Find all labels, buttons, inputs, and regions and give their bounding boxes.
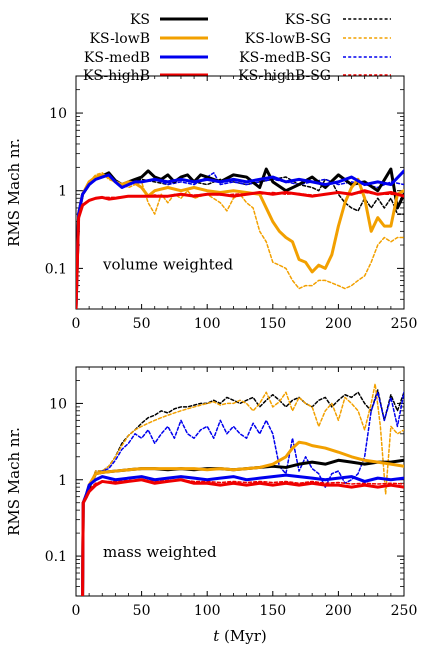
legend-label-ks-lowb: KS-lowB bbox=[90, 31, 150, 47]
series-line-ks-highb bbox=[76, 189, 404, 309]
x-tick-label: 0 bbox=[72, 603, 81, 619]
legend-label-ks-sg: KS-SG bbox=[285, 12, 331, 28]
y-tick-label: 0.1 bbox=[45, 261, 67, 277]
x-tick-label: 50 bbox=[133, 603, 151, 619]
series-line-ks-highb-sg bbox=[81, 479, 404, 596]
x-tick-label: 200 bbox=[325, 316, 352, 332]
y-tick-label: 1 bbox=[58, 184, 67, 200]
x-tick-label: 200 bbox=[325, 603, 352, 619]
series-line-ks bbox=[76, 167, 404, 309]
x-tick-label: 150 bbox=[259, 603, 286, 619]
x-tick-label: 250 bbox=[391, 603, 418, 619]
x-tick-label: 100 bbox=[194, 316, 221, 332]
x-tick-label: 100 bbox=[194, 603, 221, 619]
series-line-ks-lowb-sg bbox=[81, 383, 404, 596]
series-line-ks-highb bbox=[81, 478, 404, 596]
x-axis-label: t (Myr) bbox=[213, 627, 267, 645]
x-tick-label: 150 bbox=[259, 316, 286, 332]
y-tick-label: 1 bbox=[58, 473, 67, 489]
plot-frame bbox=[75, 75, 405, 310]
series-line-ks-medb-sg bbox=[81, 391, 404, 596]
x-tick-label: 0 bbox=[72, 316, 81, 332]
series-line-ks-medb bbox=[81, 473, 404, 596]
legend-label-ks-lowb-sg: KS-lowB-SG bbox=[245, 31, 331, 47]
panel-volume-weighted: 0 50 100 150 200 250 0.1 1 10 RMS Mach nr. volume … bbox=[5, 75, 418, 332]
y-axis-label: RMS Mach nr. bbox=[5, 427, 23, 536]
y-tick-label: 0.1 bbox=[45, 549, 67, 565]
series-line-ks-medb bbox=[76, 169, 404, 309]
legend-label-ks-medb-sg: KS-medB-SG bbox=[239, 50, 331, 66]
legend-label-ks-medb: KS-medB bbox=[84, 50, 150, 66]
series-line-ks-lowb bbox=[81, 440, 404, 596]
panel-annotation: volume weighted bbox=[102, 255, 234, 273]
y-axis-label: RMS Mach nr. bbox=[5, 138, 23, 247]
plot-frame bbox=[75, 366, 405, 597]
series-line-ks-lowb-sg bbox=[76, 172, 404, 309]
x-tick-label: 50 bbox=[133, 316, 151, 332]
series-line-ks-sg bbox=[81, 389, 404, 596]
panel-annotation: mass weighted bbox=[103, 543, 217, 561]
panel-mass-weighted: 0 50 100 150 200 250 0.1 1 10 RMS Mach nr. t (Myr)… bbox=[5, 366, 418, 645]
y-tick-label: 10 bbox=[49, 106, 67, 122]
y-tick-label: 10 bbox=[49, 396, 67, 412]
legend: KSKS-lowBKS-medBKS-highBKS-SGKS-lowB-SGK… bbox=[83, 12, 391, 84]
legend-label-ks: KS bbox=[130, 12, 150, 28]
x-tick-label: 250 bbox=[391, 316, 418, 332]
